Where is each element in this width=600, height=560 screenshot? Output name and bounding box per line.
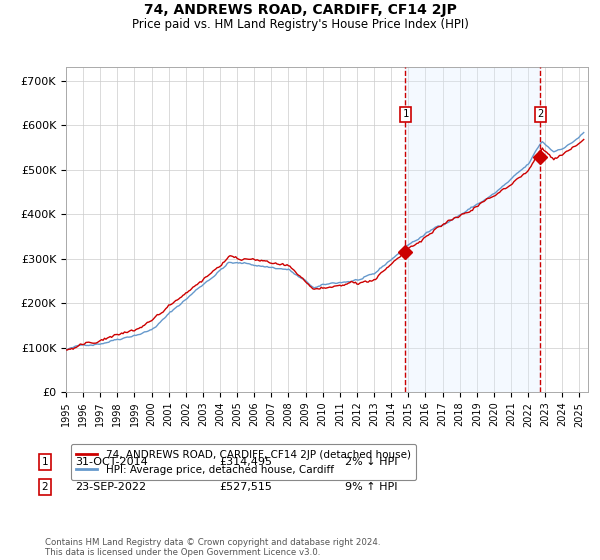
Text: 31-OCT-2014: 31-OCT-2014 <box>75 457 148 467</box>
Text: 1: 1 <box>403 109 409 119</box>
Text: 1: 1 <box>41 457 49 467</box>
Text: £527,515: £527,515 <box>219 482 272 492</box>
Text: 23-SEP-2022: 23-SEP-2022 <box>75 482 146 492</box>
Text: 2: 2 <box>538 109 544 119</box>
Text: £314,495: £314,495 <box>219 457 272 467</box>
Text: 2% ↓ HPI: 2% ↓ HPI <box>345 457 398 467</box>
Text: Contains HM Land Registry data © Crown copyright and database right 2024.
This d: Contains HM Land Registry data © Crown c… <box>45 538 380 557</box>
Text: 74, ANDREWS ROAD, CARDIFF, CF14 2JP: 74, ANDREWS ROAD, CARDIFF, CF14 2JP <box>143 3 457 17</box>
Legend: 74, ANDREWS ROAD, CARDIFF, CF14 2JP (detached house), HPI: Average price, detach: 74, ANDREWS ROAD, CARDIFF, CF14 2JP (det… <box>71 444 416 480</box>
Text: 2: 2 <box>41 482 49 492</box>
Bar <box>406 67 541 392</box>
Text: 9% ↑ HPI: 9% ↑ HPI <box>345 482 398 492</box>
Text: Price paid vs. HM Land Registry's House Price Index (HPI): Price paid vs. HM Land Registry's House … <box>131 18 469 31</box>
